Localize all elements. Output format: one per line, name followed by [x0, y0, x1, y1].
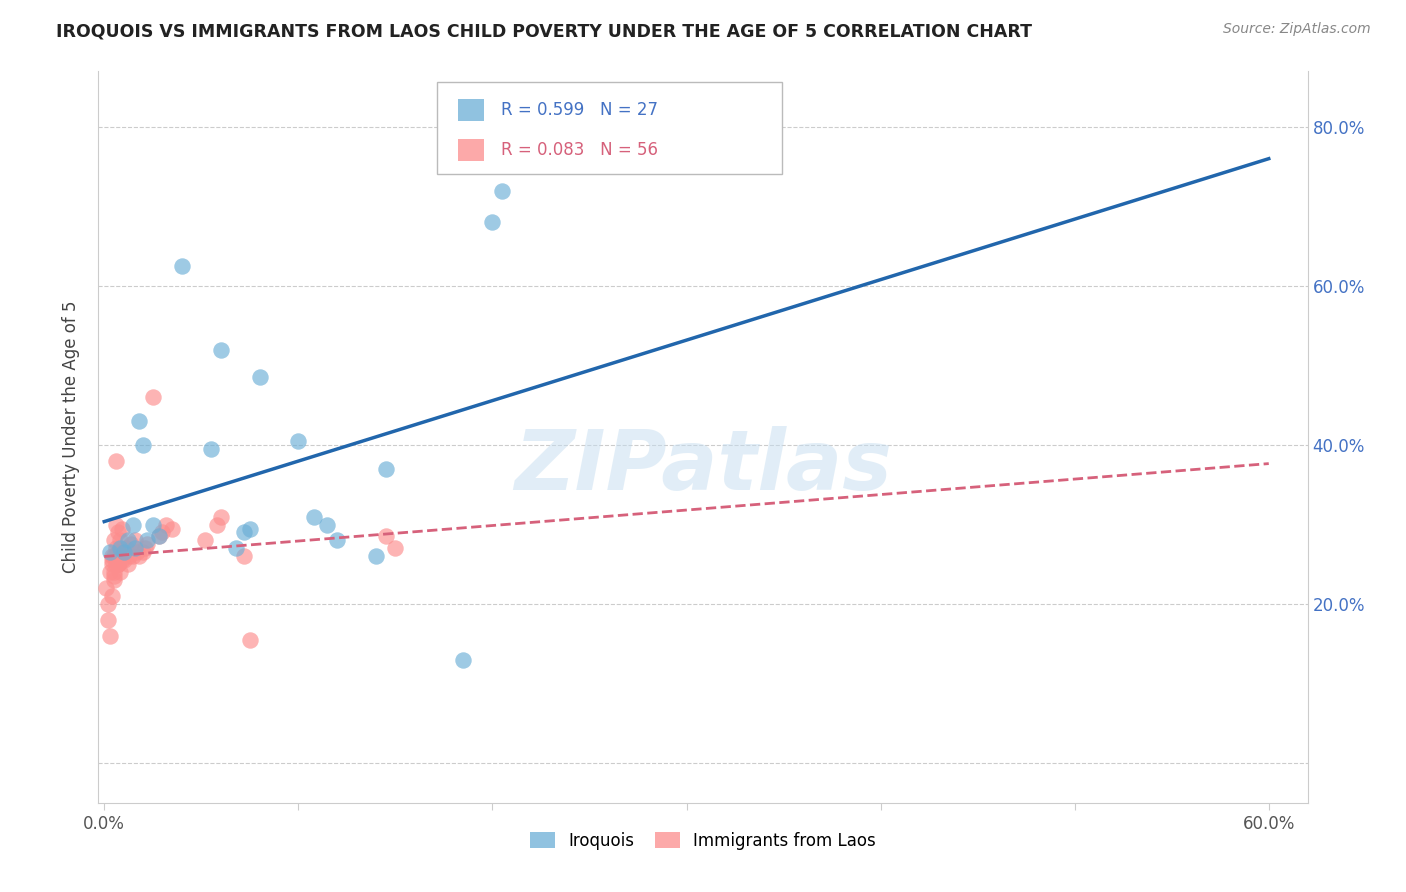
Point: [98, 629, 121, 643]
Point: [152, 525, 174, 540]
Point: [122, 517, 145, 532]
Point: [142, 517, 165, 532]
Point: [148, 529, 170, 543]
Point: [108, 533, 131, 548]
Point: [128, 414, 150, 428]
Point: [374, 529, 396, 543]
Point: [384, 541, 406, 556]
Point: [107, 558, 129, 572]
Point: [453, 653, 475, 667]
Point: [111, 549, 134, 564]
Point: [107, 545, 129, 559]
Point: [249, 370, 271, 384]
Point: [136, 537, 159, 551]
Point: [287, 434, 309, 448]
Point: [103, 573, 125, 587]
Point: [112, 545, 135, 559]
Text: Source: ZipAtlas.com: Source: ZipAtlas.com: [1223, 22, 1371, 37]
Point: [112, 545, 135, 559]
Point: [114, 541, 136, 556]
Point: [108, 541, 131, 556]
Point: [155, 517, 177, 532]
Point: [120, 537, 142, 551]
Point: [103, 566, 125, 580]
Point: [108, 566, 131, 580]
Point: [107, 558, 129, 572]
Y-axis label: Child Poverty Under the Age of 5: Child Poverty Under the Age of 5: [62, 301, 80, 574]
Point: [101, 589, 124, 603]
Point: [104, 558, 127, 572]
Point: [239, 632, 262, 647]
Point: [239, 521, 262, 535]
Point: [97, 597, 120, 611]
Point: [101, 549, 124, 564]
Point: [142, 390, 165, 404]
Point: [112, 553, 135, 567]
Point: [127, 545, 149, 559]
Point: [194, 533, 217, 548]
Point: [160, 521, 183, 535]
Point: [108, 549, 131, 564]
Legend: Iroquois, Immigrants from Laos: Iroquois, Immigrants from Laos: [523, 825, 883, 856]
Point: [117, 558, 139, 572]
Point: [200, 442, 222, 456]
Point: [103, 533, 125, 548]
Point: [104, 541, 127, 556]
Point: [205, 517, 228, 532]
Point: [225, 541, 247, 556]
Point: [132, 545, 155, 559]
Point: [132, 438, 155, 452]
Point: [98, 566, 121, 580]
Point: [364, 549, 387, 564]
Point: [107, 525, 129, 540]
Point: [98, 545, 121, 559]
Point: [107, 545, 129, 559]
Point: [101, 558, 124, 572]
Point: [122, 549, 145, 564]
Point: [103, 549, 125, 564]
Point: [374, 462, 396, 476]
Point: [148, 529, 170, 543]
Point: [209, 509, 232, 524]
Point: [302, 509, 325, 524]
Point: [128, 549, 150, 564]
Point: [118, 549, 141, 564]
Point: [233, 549, 256, 564]
Point: [326, 533, 349, 548]
Point: [107, 558, 129, 572]
Point: [170, 259, 193, 273]
Bar: [457, 99, 484, 120]
Point: [124, 533, 146, 548]
Point: [124, 541, 146, 556]
Point: [134, 541, 156, 556]
Point: [104, 454, 127, 468]
Point: [481, 215, 503, 229]
Point: [111, 553, 134, 567]
Point: [233, 525, 256, 540]
Point: [111, 521, 134, 535]
Point: [103, 569, 125, 583]
Text: ZIPatlas: ZIPatlas: [515, 425, 891, 507]
Point: [316, 517, 339, 532]
Text: R = 0.083   N = 56: R = 0.083 N = 56: [501, 141, 658, 159]
Point: [136, 533, 159, 548]
Point: [491, 184, 513, 198]
Point: [117, 533, 139, 548]
Point: [101, 553, 124, 567]
Bar: [457, 139, 484, 161]
Point: [209, 343, 232, 357]
Point: [97, 613, 120, 627]
Text: R = 0.599   N = 27: R = 0.599 N = 27: [501, 101, 658, 119]
FancyBboxPatch shape: [437, 82, 782, 174]
Text: IROQUOIS VS IMMIGRANTS FROM LAOS CHILD POVERTY UNDER THE AGE OF 5 CORRELATION CH: IROQUOIS VS IMMIGRANTS FROM LAOS CHILD P…: [56, 22, 1032, 40]
Point: [107, 558, 129, 572]
Point: [96, 581, 118, 595]
Point: [104, 517, 127, 532]
